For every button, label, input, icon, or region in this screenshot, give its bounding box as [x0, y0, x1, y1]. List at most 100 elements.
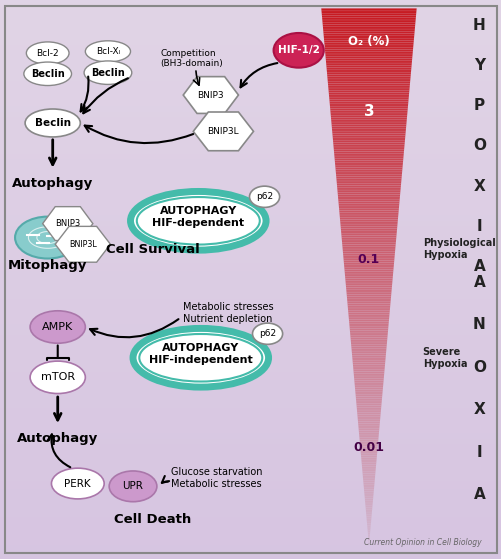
Polygon shape — [364, 499, 372, 500]
Bar — [0, 22, 501, 25]
Ellipse shape — [84, 61, 131, 84]
Polygon shape — [356, 405, 381, 408]
Bar — [0, 553, 501, 556]
Bar — [0, 324, 501, 327]
Bar — [0, 235, 501, 238]
Polygon shape — [360, 447, 377, 448]
Polygon shape — [345, 284, 391, 286]
Text: A: A — [472, 259, 484, 274]
Bar — [0, 400, 501, 402]
Polygon shape — [339, 212, 398, 214]
Bar — [0, 391, 501, 394]
Polygon shape — [343, 255, 394, 257]
Polygon shape — [334, 160, 402, 162]
Bar — [0, 73, 501, 75]
Bar — [0, 162, 501, 165]
Polygon shape — [339, 211, 398, 212]
Bar — [0, 369, 501, 372]
Polygon shape — [359, 438, 378, 439]
Bar — [0, 470, 501, 472]
Bar — [0, 425, 501, 428]
Polygon shape — [345, 277, 392, 278]
Polygon shape — [338, 198, 399, 200]
Polygon shape — [332, 134, 405, 135]
Text: p62: p62 — [259, 329, 276, 338]
Polygon shape — [348, 318, 388, 320]
Polygon shape — [363, 481, 374, 482]
Polygon shape — [331, 128, 405, 130]
Text: Y: Y — [473, 58, 484, 73]
Bar — [0, 221, 501, 224]
Bar — [0, 330, 501, 333]
Bar — [0, 3, 501, 6]
Text: X: X — [472, 179, 484, 193]
Ellipse shape — [30, 311, 85, 343]
Polygon shape — [327, 77, 410, 78]
Ellipse shape — [51, 468, 104, 499]
Polygon shape — [333, 150, 403, 151]
Polygon shape — [368, 539, 369, 542]
Bar — [0, 11, 501, 14]
Polygon shape — [326, 69, 410, 71]
Text: I: I — [475, 445, 481, 459]
Bar — [0, 523, 501, 525]
Polygon shape — [336, 184, 400, 186]
Polygon shape — [334, 159, 402, 160]
Polygon shape — [366, 522, 370, 524]
Polygon shape — [357, 418, 379, 420]
Text: 0.01: 0.01 — [353, 440, 384, 454]
Bar — [0, 81, 501, 84]
Bar — [0, 193, 501, 196]
Polygon shape — [363, 490, 373, 491]
Bar — [0, 50, 501, 53]
Bar — [0, 123, 501, 126]
Polygon shape — [338, 202, 399, 203]
Bar — [0, 327, 501, 330]
Polygon shape — [323, 39, 413, 41]
Bar — [0, 361, 501, 363]
Polygon shape — [338, 207, 398, 209]
Bar — [0, 458, 501, 461]
Polygon shape — [362, 470, 375, 472]
Bar — [0, 405, 501, 408]
Bar — [0, 307, 501, 310]
Bar — [0, 548, 501, 551]
Bar — [0, 302, 501, 305]
Bar — [0, 291, 501, 293]
Polygon shape — [346, 298, 390, 300]
Polygon shape — [353, 369, 384, 372]
Ellipse shape — [27, 42, 69, 64]
Text: Beclin: Beclin — [31, 69, 65, 79]
Bar — [0, 486, 501, 489]
Polygon shape — [321, 12, 415, 14]
Text: I: I — [475, 219, 481, 234]
Polygon shape — [326, 65, 411, 68]
Bar — [0, 447, 501, 450]
Polygon shape — [322, 21, 415, 23]
Polygon shape — [357, 414, 380, 416]
Ellipse shape — [249, 186, 279, 207]
Ellipse shape — [133, 329, 268, 387]
Polygon shape — [333, 151, 403, 153]
Polygon shape — [324, 42, 413, 44]
Bar — [0, 442, 501, 444]
Ellipse shape — [137, 197, 260, 245]
Polygon shape — [348, 320, 388, 321]
Polygon shape — [340, 230, 396, 232]
Bar — [0, 461, 501, 464]
Bar — [0, 542, 501, 545]
Bar — [0, 238, 501, 240]
Bar — [0, 514, 501, 517]
Bar — [0, 212, 501, 215]
Ellipse shape — [109, 471, 157, 502]
Bar — [0, 226, 501, 229]
Polygon shape — [341, 241, 395, 243]
Bar — [0, 115, 501, 117]
Bar — [0, 481, 501, 484]
Polygon shape — [365, 506, 372, 508]
Polygon shape — [339, 220, 397, 221]
Bar — [0, 386, 501, 389]
Polygon shape — [331, 125, 405, 126]
Bar — [0, 531, 501, 534]
Bar — [0, 428, 501, 430]
